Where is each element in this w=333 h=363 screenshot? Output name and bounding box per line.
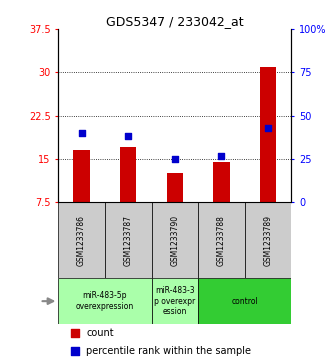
Bar <box>152 202 198 278</box>
Bar <box>198 278 291 324</box>
Point <box>172 156 177 162</box>
Bar <box>58 202 105 278</box>
Bar <box>58 278 152 324</box>
Text: GSM1233787: GSM1233787 <box>124 215 133 266</box>
Text: GSM1233788: GSM1233788 <box>217 215 226 266</box>
Bar <box>152 278 198 324</box>
Text: miR-483-3
p overexpr
ession: miR-483-3 p overexpr ession <box>154 286 195 316</box>
Text: GSM1233789: GSM1233789 <box>263 215 273 266</box>
Bar <box>167 174 183 202</box>
Text: miR-483-5p
overexpression: miR-483-5p overexpression <box>76 291 134 311</box>
Point <box>320 99 326 105</box>
Text: count: count <box>86 328 114 338</box>
Text: GSM1233790: GSM1233790 <box>170 215 179 266</box>
Bar <box>245 202 291 278</box>
Bar <box>73 150 90 202</box>
Title: GDS5347 / 233042_at: GDS5347 / 233042_at <box>106 15 244 28</box>
Bar <box>105 202 152 278</box>
Point <box>126 134 131 139</box>
Text: GSM1233786: GSM1233786 <box>77 215 86 266</box>
Point <box>79 130 84 136</box>
Bar <box>198 202 245 278</box>
Point <box>320 259 326 265</box>
Text: percentile rank within the sample: percentile rank within the sample <box>86 346 251 356</box>
Bar <box>260 66 276 202</box>
Text: control: control <box>231 297 258 306</box>
Bar <box>120 147 137 202</box>
Point <box>219 152 224 158</box>
Point <box>265 125 271 131</box>
Bar <box>213 162 230 202</box>
